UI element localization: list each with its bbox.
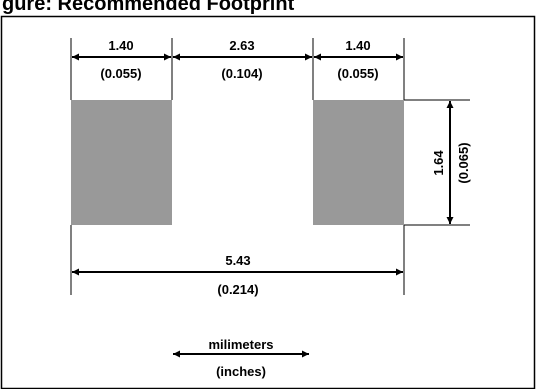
- pad-width-left-in: (0.055): [100, 66, 141, 81]
- legend-primary-unit: milimeters: [208, 337, 273, 352]
- pad-gap-in: (0.104): [221, 66, 262, 81]
- overall-length-mm: 5.43: [225, 253, 250, 268]
- legend-secondary-unit: (inches): [216, 364, 266, 379]
- figure-title: gure: Recommended Footprint: [2, 0, 295, 15]
- pad-height-mm: 1.64: [431, 150, 446, 176]
- right-pad: [313, 100, 404, 225]
- pad-width-right-in: (0.055): [337, 66, 378, 81]
- left-pad: [71, 100, 172, 225]
- pad-width-left-mm: 1.40: [108, 38, 133, 53]
- overall-length-in: (0.214): [217, 282, 258, 297]
- extension-lines: [70, 38, 470, 295]
- pad-width-right-mm: 1.40: [345, 38, 370, 53]
- pad-height-in: (0.065): [456, 142, 471, 183]
- pad-gap-mm: 2.63: [229, 38, 254, 53]
